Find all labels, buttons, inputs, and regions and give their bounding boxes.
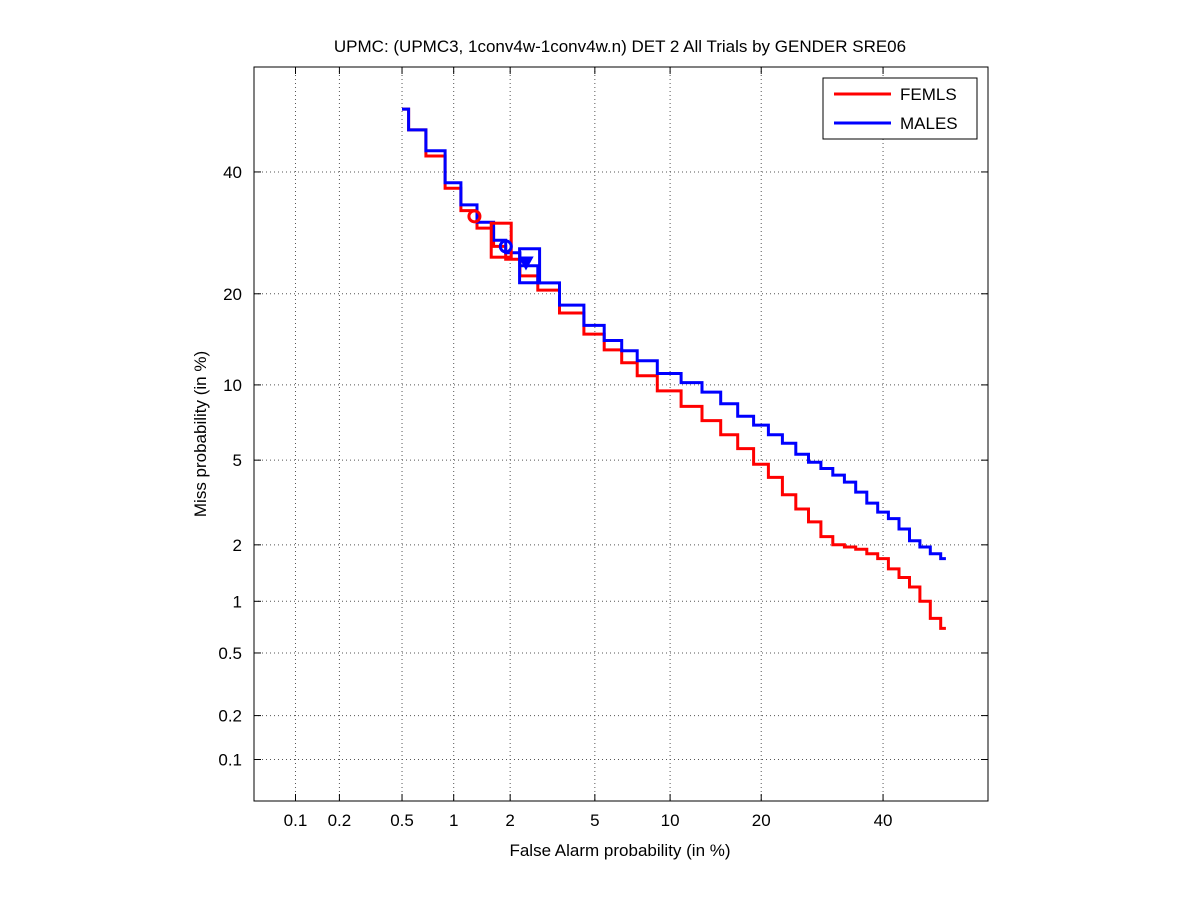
legend-label-femls: FEMLS [900, 85, 957, 104]
x-tick-label: 20 [752, 811, 771, 830]
y-tick-label: 20 [223, 285, 242, 304]
marker-circle-femls [467, 209, 482, 224]
x-tick-label: 5 [590, 811, 599, 830]
marker-triangle-males [518, 256, 534, 271]
legend: FEMLS MALES [822, 77, 978, 140]
series-layer [402, 107, 946, 630]
legend-box [822, 77, 978, 140]
y-tick-label: 40 [223, 163, 242, 182]
x-tick-label: 0.2 [328, 811, 352, 830]
y-tick-label: 0.2 [218, 707, 242, 726]
x-tick-label: 1 [449, 811, 458, 830]
series-line-males [402, 107, 946, 561]
y-axis-label: Miss probability (in %) [191, 351, 210, 517]
chart-title: UPMC: (UPMC3, 1conv4w-1conv4w.n) DET 2 A… [334, 37, 906, 56]
x-tick-label: 2 [505, 811, 514, 830]
x-tick-label: 0.1 [284, 811, 308, 830]
y-tick-label: 5 [233, 451, 242, 470]
y-tick-label: 10 [223, 376, 242, 395]
y-tick-label: 0.5 [218, 644, 242, 663]
x-tick-label: 0.5 [390, 811, 414, 830]
marker-square-femls [489, 221, 513, 259]
x-tick-label: 10 [661, 811, 680, 830]
y-tick-label: 2 [233, 536, 242, 555]
x-axis-ticks: 0.1 0.2 0.5 1 2 5 10 20 40 [284, 67, 893, 830]
y-tick-label: 0.1 [218, 751, 242, 770]
marker-square-males [518, 247, 542, 285]
series-line-femls [402, 107, 946, 630]
y-axis-ticks: 0.1 0.2 0.5 1 2 5 10 20 40 [218, 163, 988, 770]
y-tick-label: 1 [233, 592, 242, 611]
legend-label-males: MALES [900, 114, 958, 133]
marker-layer [467, 209, 542, 285]
grid [254, 67, 988, 801]
x-tick-label: 40 [874, 811, 893, 830]
x-axis-label: False Alarm probability (in %) [509, 841, 730, 860]
plot-frame [253, 66, 989, 802]
marker-circle-males [498, 239, 513, 254]
